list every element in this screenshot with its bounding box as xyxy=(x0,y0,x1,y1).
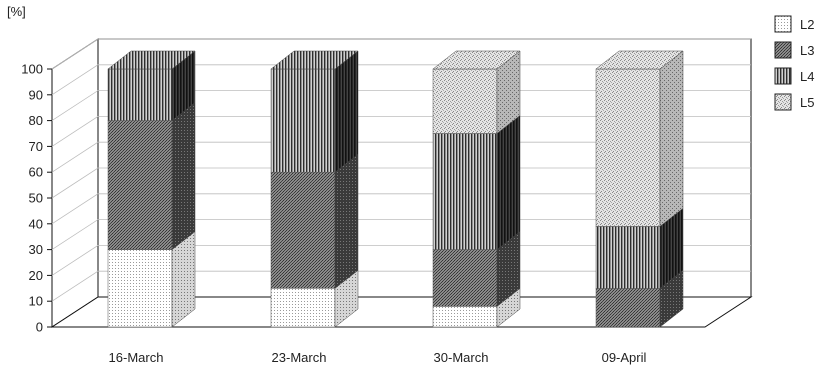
bar-L2-front xyxy=(270,288,336,328)
bar-stack xyxy=(432,50,521,328)
bar-L2-front xyxy=(107,249,173,328)
gridline xyxy=(51,245,751,276)
gridline xyxy=(51,38,751,70)
legend-item: L4 xyxy=(774,67,814,85)
legend-swatch xyxy=(774,93,792,111)
gridline xyxy=(51,167,751,199)
y-tick-label: 20 xyxy=(29,268,43,283)
bar-L2-front xyxy=(432,306,498,328)
legend-label: L5 xyxy=(800,95,814,110)
bar-top xyxy=(432,50,521,70)
y-tick-label: 0 xyxy=(36,320,43,335)
bar-top xyxy=(270,50,359,70)
gridline xyxy=(51,219,751,250)
bar-L4-front xyxy=(270,68,336,173)
y-tick-label: 100 xyxy=(21,62,43,77)
gridline xyxy=(51,64,751,96)
bar-L4-side xyxy=(334,50,359,173)
y-tick-label: 40 xyxy=(29,216,43,231)
bar-L4-side xyxy=(496,114,521,251)
x-category-label: 16-March xyxy=(109,350,164,365)
legend-swatch xyxy=(774,41,792,59)
gridline xyxy=(51,270,751,302)
y-axis-label: [%] xyxy=(7,4,26,19)
x-category-label: 09-April xyxy=(602,350,647,365)
bar-L3-side xyxy=(171,102,196,251)
bar-L3-front xyxy=(107,120,173,250)
bar-L5-front xyxy=(432,68,498,134)
bar-stack xyxy=(107,50,196,328)
y-tick-label: 90 xyxy=(29,87,43,102)
bar-L3-front xyxy=(270,171,336,289)
bar-top xyxy=(595,50,684,70)
x-category-label: 23-March xyxy=(272,350,327,365)
bar-L5-side xyxy=(659,50,684,227)
bar-L4-front xyxy=(595,226,661,289)
gridline xyxy=(51,141,751,173)
y-tick-label: 30 xyxy=(29,242,43,257)
legend-swatch xyxy=(774,67,792,85)
x-axis-categories: 16-March 23-March 30-March 09-April xyxy=(109,350,647,365)
bar-L3-side xyxy=(334,153,359,289)
legend-item: L2 xyxy=(774,15,814,33)
y-tick-label: 10 xyxy=(29,294,43,309)
bar-L4-front xyxy=(107,68,173,121)
bar-L3-front xyxy=(595,288,661,328)
y-tick-label: 70 xyxy=(29,139,43,154)
bar-top xyxy=(107,50,196,70)
y-tick-label: 80 xyxy=(29,113,43,128)
bars xyxy=(107,50,684,328)
legend-label: L3 xyxy=(800,43,814,58)
legend-item: L5 xyxy=(774,93,814,111)
gridline xyxy=(51,193,751,225)
y-tick-label: 50 xyxy=(29,191,43,206)
bar-L5-front xyxy=(595,68,661,227)
bar-L4-front xyxy=(432,133,498,250)
legend-label: L4 xyxy=(800,69,814,84)
legend-item: L3 xyxy=(774,41,814,59)
gridline xyxy=(51,90,751,121)
bar-stack xyxy=(270,50,359,328)
gridline xyxy=(51,116,751,147)
y-tick-label: 60 xyxy=(29,165,43,180)
legend-label: L2 xyxy=(800,17,814,32)
x-category-label: 30-March xyxy=(434,350,489,365)
bar-L3-front xyxy=(432,249,498,307)
legend-swatch xyxy=(774,15,792,33)
bar-stack xyxy=(595,50,684,328)
y-axis-ticks: 0 10 20 30 40 50 60 70 80 90 100 xyxy=(21,38,751,335)
legend: L2 L3 L4 L5 xyxy=(774,15,814,111)
